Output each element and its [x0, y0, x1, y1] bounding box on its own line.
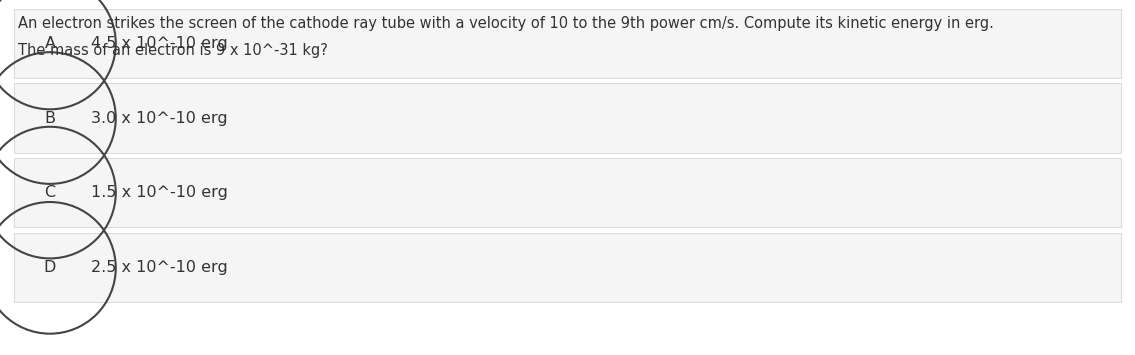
Text: The mass of an electron is 9 x 10^-31 kg?: The mass of an electron is 9 x 10^-31 kg… [18, 43, 328, 58]
Text: An electron strikes the screen of the cathode ray tube with a velocity of 10 to : An electron strikes the screen of the ca… [18, 16, 994, 31]
Text: C: C [44, 185, 56, 200]
Text: 4.5 x 10^-10 erg: 4.5 x 10^-10 erg [91, 36, 227, 51]
FancyBboxPatch shape [14, 83, 1121, 153]
Text: 1.5 x 10^-10 erg: 1.5 x 10^-10 erg [91, 185, 228, 200]
Text: 2.5 x 10^-10 erg: 2.5 x 10^-10 erg [91, 260, 227, 275]
Text: D: D [44, 260, 56, 275]
Text: B: B [44, 110, 56, 126]
FancyBboxPatch shape [14, 9, 1121, 78]
FancyBboxPatch shape [14, 233, 1121, 302]
Text: 3.0 x 10^-10 erg: 3.0 x 10^-10 erg [91, 110, 227, 126]
FancyBboxPatch shape [14, 158, 1121, 227]
Text: A: A [44, 36, 56, 51]
